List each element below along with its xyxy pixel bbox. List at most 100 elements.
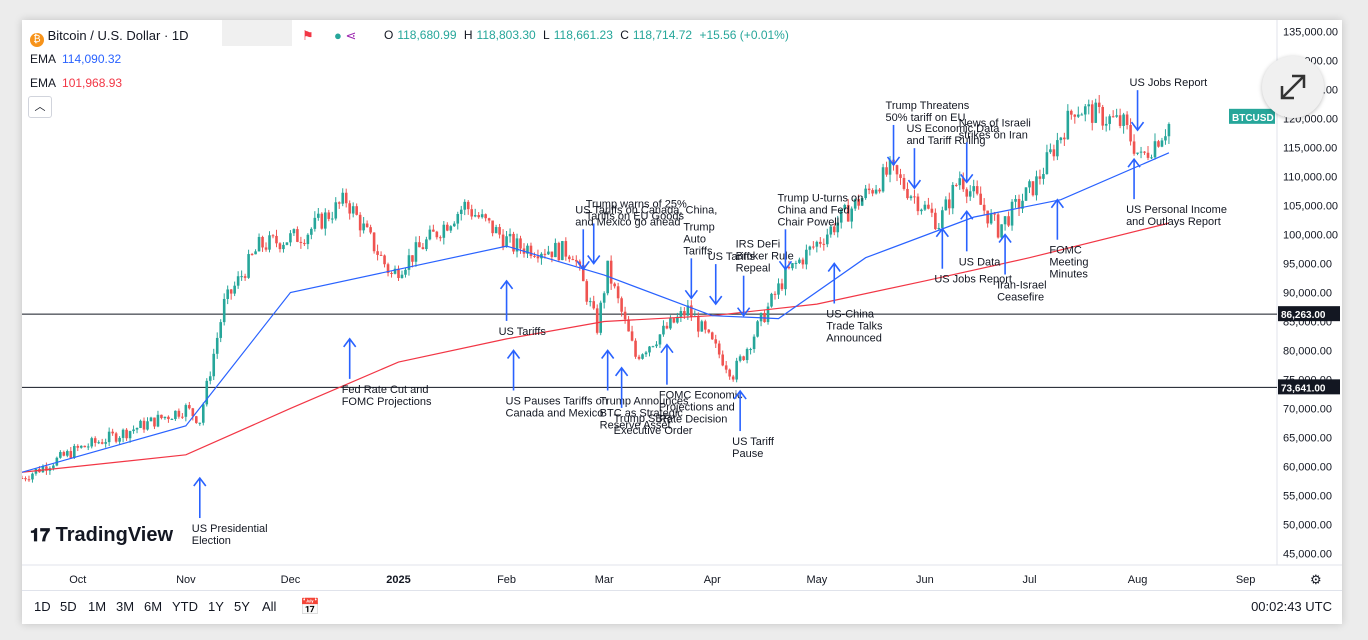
candle-body bbox=[954, 184, 958, 186]
candle-body bbox=[449, 226, 453, 231]
candle-body bbox=[146, 421, 149, 430]
candle-body bbox=[843, 204, 847, 210]
candle-body bbox=[857, 199, 860, 206]
symbol-title[interactable]: Bitcoin / U.S. Dollar · 1D bbox=[47, 28, 189, 43]
candle-body bbox=[599, 302, 602, 333]
price-chart[interactable]: 135,000.00130,000.00125,000.00120,000.00… bbox=[22, 20, 1342, 590]
candle-body bbox=[1118, 115, 1122, 126]
candle-body bbox=[90, 438, 94, 447]
candle-body bbox=[808, 246, 812, 250]
collapse-legend-button[interactable]: ︿ bbox=[28, 96, 52, 118]
candle-body bbox=[271, 235, 275, 237]
arrow-head bbox=[778, 260, 793, 271]
candle-body bbox=[697, 316, 700, 332]
settings-icon[interactable]: ⚙ bbox=[1310, 572, 1322, 587]
timeframe-3m[interactable]: 3M bbox=[116, 599, 135, 614]
candle-body bbox=[72, 445, 76, 458]
candle-body bbox=[825, 234, 829, 245]
flag-icon[interactable]: ⚑ bbox=[302, 28, 314, 43]
candle-body bbox=[181, 416, 184, 418]
candle-body bbox=[100, 442, 104, 444]
candle-body bbox=[780, 283, 784, 290]
price-tick-label: 70,000.00 bbox=[1283, 403, 1332, 415]
timeframe-all[interactable]: All bbox=[262, 599, 277, 614]
timeframe-1d[interactable]: 1D bbox=[34, 599, 51, 614]
candle-body bbox=[188, 405, 191, 409]
candle-body bbox=[1073, 114, 1077, 117]
indicator-status-icon[interactable]: ● ⋖ bbox=[334, 28, 357, 43]
candle-body bbox=[390, 272, 393, 274]
annotation-label: US Data bbox=[959, 256, 1001, 268]
price-tick-label: 55,000.00 bbox=[1283, 490, 1332, 502]
candle-body bbox=[1129, 125, 1132, 142]
date-range-icon[interactable]: 📅 bbox=[300, 599, 320, 616]
ema-fast-label: EMA bbox=[30, 52, 57, 66]
arrow-head bbox=[506, 349, 521, 359]
candle-body bbox=[533, 255, 536, 257]
candle-body bbox=[1063, 137, 1066, 140]
timeframe-bar: 1D 5D 1M 3M 6M YTD 1Y 5Y All 📅 00:02:43 UTC bbox=[22, 590, 1342, 625]
candle-body bbox=[759, 312, 763, 322]
ema-slow-legend[interactable]: EMA 101,968.93 bbox=[30, 76, 122, 90]
arrow-head bbox=[587, 255, 601, 265]
time-tick-label: Nov bbox=[176, 574, 196, 586]
candle-body bbox=[613, 283, 616, 287]
arrow-head bbox=[193, 476, 207, 487]
candle-body bbox=[62, 452, 66, 456]
open-label: O bbox=[384, 28, 394, 42]
candle-body bbox=[247, 254, 250, 278]
price-tick-label: 50,000.00 bbox=[1283, 519, 1332, 531]
candle-body bbox=[268, 235, 271, 250]
candle-body bbox=[1146, 152, 1150, 158]
candle-body bbox=[170, 419, 174, 421]
timeframe-6m[interactable]: 6M bbox=[144, 599, 163, 614]
price-tick-label: 135,000.00 bbox=[1283, 27, 1338, 39]
clock[interactable]: 00:02:43 UTC bbox=[1251, 599, 1332, 614]
timeframe-5y[interactable]: 5Y bbox=[234, 599, 250, 614]
candle-body bbox=[609, 260, 613, 284]
annotation-label: Chair Powell bbox=[777, 216, 839, 228]
candle-body bbox=[41, 466, 45, 473]
timeframe-5d[interactable]: 5D bbox=[60, 599, 77, 614]
ema-slow-line[interactable] bbox=[22, 222, 1170, 473]
candle-body bbox=[470, 209, 474, 217]
ohlc-readout: O 118,680.99 H 118,803.30 L 118,661.23 C 118… bbox=[384, 28, 793, 42]
candle-body bbox=[686, 305, 690, 316]
ema-fast-line[interactable] bbox=[22, 152, 1170, 473]
arrow-head bbox=[709, 295, 723, 306]
annotation-label: 50% tariff on EU bbox=[886, 112, 966, 124]
candle-body bbox=[219, 322, 223, 338]
annotation-label: US Presidential bbox=[192, 523, 268, 535]
annotation-label: Broker Rule bbox=[736, 251, 794, 263]
candle-body bbox=[1136, 152, 1139, 154]
time-tick-label: Apr bbox=[704, 574, 721, 586]
candle-body bbox=[313, 217, 317, 229]
candle-body bbox=[745, 349, 749, 361]
timeframe-ytd[interactable]: YTD bbox=[172, 599, 198, 614]
candle-body bbox=[261, 236, 264, 248]
high-value: 118,803.30 bbox=[476, 28, 536, 42]
timeframe-1m[interactable]: 1M bbox=[88, 599, 107, 614]
annotation-label: Trump warns of 25% bbox=[586, 199, 687, 211]
annotation-label: US Personal Income bbox=[1126, 204, 1227, 216]
candle-body bbox=[229, 289, 233, 294]
candle-body bbox=[941, 210, 944, 228]
candle-body bbox=[1017, 198, 1021, 209]
fullscreen-button[interactable] bbox=[1262, 56, 1324, 118]
ema-fast-legend[interactable]: EMA 114,090.32 bbox=[30, 52, 121, 66]
price-tick-label: 100,000.00 bbox=[1283, 230, 1338, 242]
arrow-head bbox=[1130, 121, 1145, 132]
close-label: C bbox=[620, 28, 629, 42]
candle-body bbox=[376, 251, 379, 255]
timeframe-1y[interactable]: 1Y bbox=[208, 599, 224, 614]
candle-body bbox=[83, 445, 87, 448]
annotation-label: IRS DeFi bbox=[736, 239, 781, 251]
candle-body bbox=[296, 229, 299, 242]
candle-body bbox=[554, 242, 557, 258]
low-label: L bbox=[543, 28, 550, 42]
candle-body bbox=[805, 249, 808, 265]
annotation-label: Repeal bbox=[736, 263, 771, 275]
last-price-symbol: BTCUSD bbox=[1232, 113, 1274, 124]
candle-body bbox=[425, 239, 428, 250]
annotation-label: US-China bbox=[826, 309, 875, 321]
